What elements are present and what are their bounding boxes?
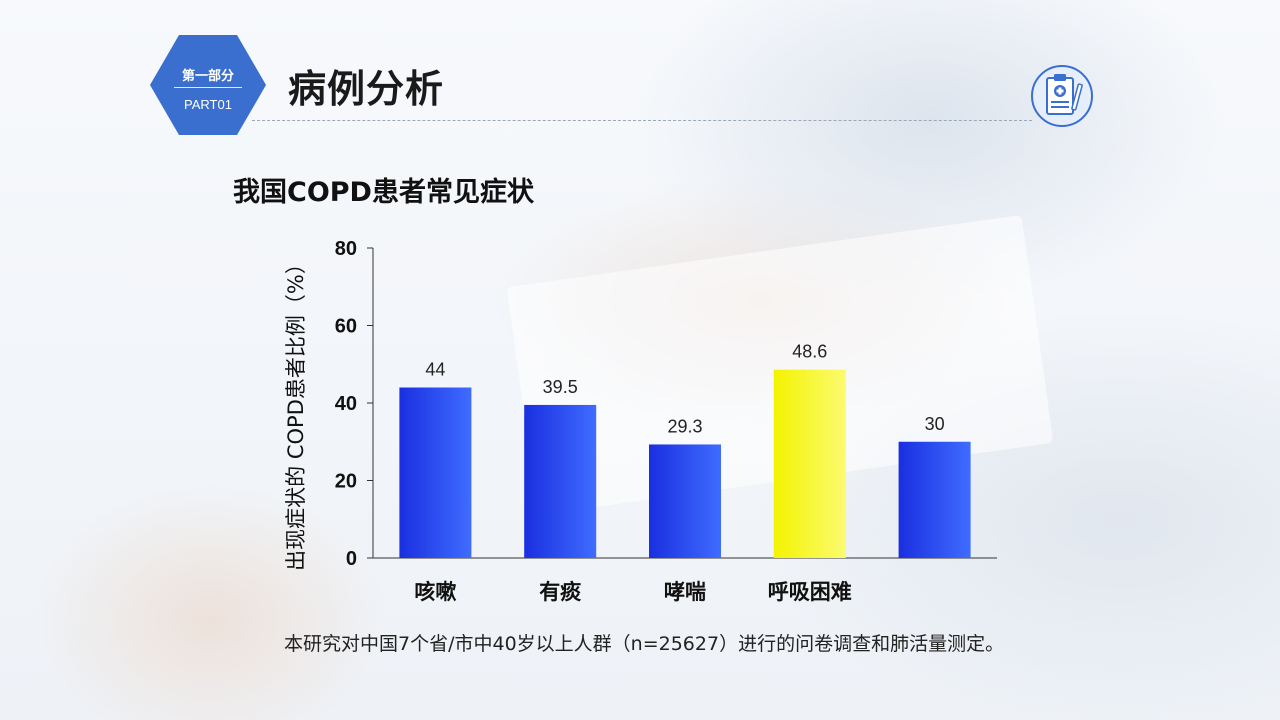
badge-section-label: 第一部分	[181, 69, 234, 84]
y-tick-label: 0	[346, 548, 357, 570]
bar	[898, 441, 971, 558]
data-label: 48.6	[792, 342, 827, 362]
y-tick-label: 20	[335, 471, 357, 493]
clipboard-medical-icon	[1031, 65, 1093, 127]
hexagon-icon	[150, 35, 266, 135]
header-divider	[252, 120, 1032, 121]
y-tick-label: 60	[335, 316, 357, 338]
badge-part-label: PART01	[184, 97, 232, 112]
y-tick-label: 80	[335, 238, 357, 260]
footnote: 本研究对中国7个省/市中40岁以上人群（n=25627）进行的问卷调查和肺活量测…	[284, 633, 1005, 655]
badge-divider	[174, 87, 242, 88]
data-label: 44	[425, 360, 445, 380]
category-label: 呼吸困难	[768, 580, 852, 604]
data-label: 30	[925, 414, 945, 434]
category-label: 哮喘	[664, 580, 706, 604]
category-label: 咳嗽	[414, 580, 456, 604]
page-title: 病例分析	[288, 67, 445, 111]
data-label: 29.3	[667, 416, 702, 436]
bar	[399, 387, 472, 558]
section-badge: 第一部分 PART01	[150, 35, 266, 135]
bar	[773, 369, 846, 558]
y-tick-label: 40	[335, 393, 357, 415]
bar	[524, 404, 597, 558]
chart-title: 我国COPD患者常见症状	[233, 177, 534, 208]
y-axis-label: 出现症状的 COPD患者比例（%）	[284, 253, 308, 571]
bar	[649, 444, 721, 558]
data-label: 39.5	[543, 377, 578, 397]
category-label: 有痰	[539, 580, 582, 604]
